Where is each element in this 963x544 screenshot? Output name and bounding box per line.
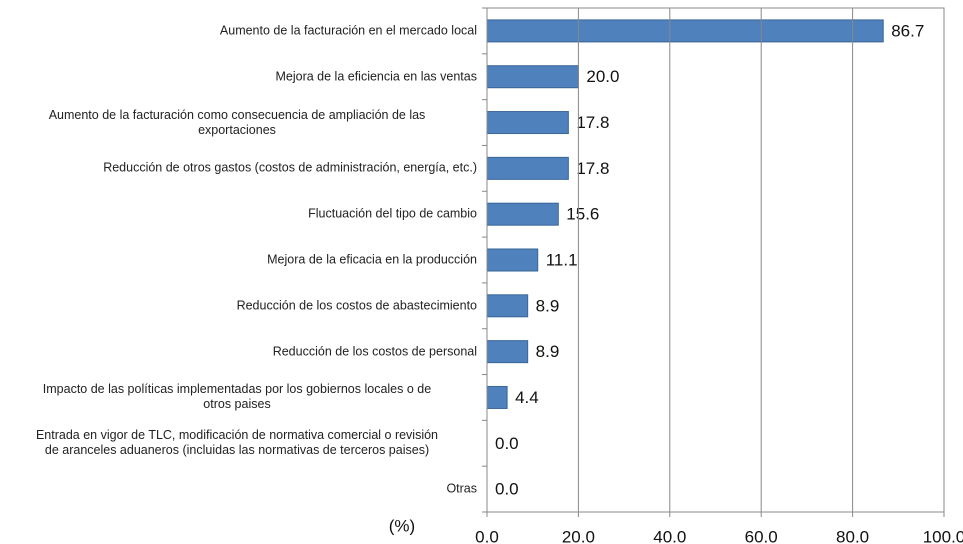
x-tick-label: 40.0 [653,527,686,544]
value-label: 0.0 [495,434,519,453]
bar [486,385,508,409]
category-label: Mejora de la eficacia en la producción [267,252,477,267]
x-tick-label: 0.0 [475,527,499,544]
value-label: 86.7 [891,21,924,40]
value-label: 11.1 [546,250,578,269]
category-label: Reducción de otros gastos (costos de adm… [103,160,477,175]
category-label: Impacto de las políticas implementadas p… [42,382,432,412]
x-tick-label: 20.0 [562,527,595,544]
value-label: 15.6 [566,205,599,224]
value-label: 4.4 [515,388,539,407]
x-axis-label: (%) [389,516,415,535]
category-label: Reducción de los costos de abastecimient… [236,298,477,313]
category-label: Aumento de la facturación en el mercado … [219,23,477,38]
value-label: 8.9 [536,296,560,315]
bar [486,65,579,89]
bar [486,19,884,43]
value-label: 8.9 [536,342,560,361]
category-label: Fluctuación del tipo de cambio [308,206,477,221]
category-label: Reducción de los costos de personal [272,344,477,359]
bar [486,202,559,226]
value-label: 17.8 [576,113,609,132]
bar [486,111,569,135]
bar [486,340,529,364]
bar [486,248,539,272]
category-label: Otras [446,481,477,496]
x-tick-label: 100.0 [923,527,963,544]
x-tick-label: 80.0 [836,527,869,544]
x-tick-label: 60.0 [745,527,778,544]
value-label: 17.8 [576,159,609,178]
category-label: Aumento de la facturación como consecuen… [48,107,426,137]
category-label: Entrada en vigor de TLC, modificación de… [35,428,439,458]
value-label: 20.0 [586,67,619,86]
bar [486,294,529,318]
bar [486,156,569,180]
category-label: Mejora de la eficiencia en las ventas [275,69,477,84]
value-label: 0.0 [495,480,519,499]
